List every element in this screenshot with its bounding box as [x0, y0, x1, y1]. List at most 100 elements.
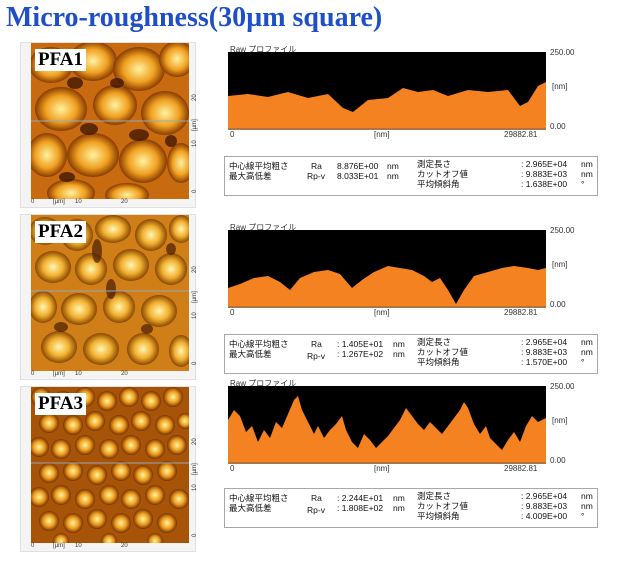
afm-height-map — [31, 387, 189, 543]
afm-y-unit: [µm] — [192, 291, 198, 303]
stat-label: 中心線平均粗さ — [229, 339, 289, 349]
afm-y-axis: 0 10 20 [µm] — [191, 43, 201, 199]
stat-unit: nm — [581, 501, 593, 511]
afm-y-tick: 0 — [192, 533, 198, 537]
stat-value: 8.033E+01 — [337, 171, 379, 181]
afm-x-tick: 0 — [31, 543, 35, 549]
stat-label: 最大高低差 — [229, 349, 272, 359]
stat-label: カットオフ値 — [417, 501, 469, 511]
afm-x-tick: 20 — [121, 199, 128, 205]
stat-label: 測定長さ — [417, 337, 452, 347]
stat-unit: nm — [393, 503, 405, 513]
stat-label: 中心線平均粗さ — [229, 161, 289, 171]
profile-title: Raw プロファイル — [230, 223, 297, 232]
x-max-label: 29882.81 — [504, 308, 538, 317]
stat-unit: nm — [393, 493, 405, 503]
x-min-label: 0 — [230, 464, 235, 473]
afm-x-tick: 10 — [75, 543, 82, 549]
afm-x-axis: 0 [µm] 10 20 — [31, 371, 189, 381]
profile-chart-pfa1: Raw プロファイル 250.00 [nm] 0.00 0 [nm] 29882… — [222, 44, 582, 142]
stat-value: : 9.883E+03 — [521, 169, 568, 179]
afm-x-tick: 20 — [121, 543, 128, 549]
stat-unit: nm — [581, 491, 593, 501]
afm-x-axis: 0 [µm] 10 20 — [31, 199, 189, 209]
x-min-label: 0 — [230, 130, 235, 139]
stat-value: : 2.244E+01 — [337, 493, 384, 503]
x-unit-label: [nm] — [374, 308, 390, 317]
afm-x-tick: 20 — [121, 371, 128, 377]
stat-label: 測定長さ — [417, 159, 452, 169]
stat-value: 8.876E+00 — [337, 161, 379, 171]
y-unit-label: [nm] — [552, 82, 568, 91]
stat-unit: nm — [581, 159, 593, 169]
profile-area — [228, 396, 546, 464]
afm-y-tick: 0 — [192, 361, 198, 365]
sample-label-pfa1: PFA1 — [35, 49, 87, 71]
afm-y-tick: 20 — [192, 438, 198, 445]
afm-y-unit: [µm] — [192, 463, 198, 475]
afm-y-tick: 0 — [192, 189, 198, 193]
stat-label: 中心線平均粗さ — [229, 493, 289, 503]
stat-value: : 4.009E+00 — [521, 511, 568, 521]
profile-plot — [228, 230, 546, 308]
afm-image-panel-pfa3: PFA3 0 10 20 [µm] 0 [µm] 10 20 — [20, 386, 198, 553]
stat-value: : 1.267E+02 — [337, 349, 384, 359]
afm-x-tick: 0 — [31, 371, 35, 377]
stat-symbol: Rp-v — [307, 171, 325, 181]
afm-y-tick: 10 — [192, 312, 198, 319]
y-unit-label: [nm] — [552, 416, 568, 425]
stat-value: : 2.965E+04 — [521, 159, 568, 169]
x-unit-label: [nm] — [374, 464, 390, 473]
afm-x-axis: 0 [µm] 10 20 — [31, 543, 189, 553]
afm-y-tick: 10 — [192, 484, 198, 491]
page-title: Micro-roughness(30µm square) — [6, 2, 383, 33]
stat-value: : 2.965E+04 — [521, 337, 568, 347]
sample-label-pfa3: PFA3 — [35, 393, 87, 415]
stat-unit: ° — [581, 357, 585, 367]
y-min-label: 0.00 — [550, 122, 566, 131]
stat-symbol: Rp-v — [307, 351, 325, 361]
stat-symbol: Rp-v — [307, 505, 325, 515]
stat-unit: nm — [393, 339, 405, 349]
profile-title: Raw プロファイル — [230, 379, 297, 388]
stat-value: : 2.965E+04 — [521, 491, 568, 501]
stat-value: : 1.570E+00 — [521, 357, 568, 367]
afm-image-panel-pfa1: PFA1 0 10 20 [µm] 0 [µm] 10 20 — [20, 42, 198, 209]
stat-label: 平均傾斜角 — [417, 511, 460, 521]
afm-y-axis: 0 10 20 [µm] — [191, 387, 201, 543]
profile-plot — [228, 386, 546, 464]
stat-symbol: Ra — [311, 161, 322, 171]
afm-y-tick: 20 — [192, 94, 198, 101]
profile-chart-pfa2: Raw プロファイル 250.00 [nm] 0.00 0 [nm] 29882… — [222, 222, 582, 320]
y-max-label: 250.00 — [550, 226, 575, 235]
stat-value: : 9.883E+03 — [521, 347, 568, 357]
stat-unit: nm — [581, 169, 593, 179]
profile-area — [228, 266, 546, 308]
stat-symbol: Ra — [311, 339, 322, 349]
afm-x-tick: 10 — [75, 371, 82, 377]
stat-value: : 1.808E+02 — [337, 503, 384, 513]
stat-value: : 9.883E+03 — [521, 501, 568, 511]
afm-y-tick: 10 — [192, 140, 198, 147]
sample-label-pfa2: PFA2 — [35, 221, 87, 243]
stat-label: 平均傾斜角 — [417, 179, 460, 189]
x-unit-label: [nm] — [374, 130, 390, 139]
profile-plot — [228, 52, 546, 130]
stats-box-pfa3: 中心線平均粗さ 最大高低差 Ra Rp-v : 2.244E+01 : 1.80… — [224, 488, 598, 528]
y-unit-label: [nm] — [552, 260, 568, 269]
stat-value: : 1.405E+01 — [337, 339, 384, 349]
stat-label: 測定長さ — [417, 491, 452, 501]
stat-value: : 1.638E+00 — [521, 179, 568, 189]
stat-symbol: Ra — [311, 493, 322, 503]
stat-label: カットオフ値 — [417, 169, 469, 179]
afm-image-panel-pfa2: PFA2 0 10 20 [µm] 0 [µm] 10 20 — [20, 214, 198, 381]
y-max-label: 250.00 — [550, 382, 575, 391]
afm-x-unit: [µm] — [53, 371, 65, 377]
afm-x-tick: 0 — [31, 199, 35, 205]
stat-unit: ° — [581, 179, 585, 189]
x-max-label: 29882.81 — [504, 130, 538, 139]
stat-label: カットオフ値 — [417, 347, 469, 357]
afm-x-unit: [µm] — [53, 543, 65, 549]
stats-box-pfa1: 中心線平均粗さ 最大高低差 Ra Rp-v 8.876E+00 8.033E+0… — [224, 156, 598, 196]
stat-unit: nm — [387, 161, 399, 171]
